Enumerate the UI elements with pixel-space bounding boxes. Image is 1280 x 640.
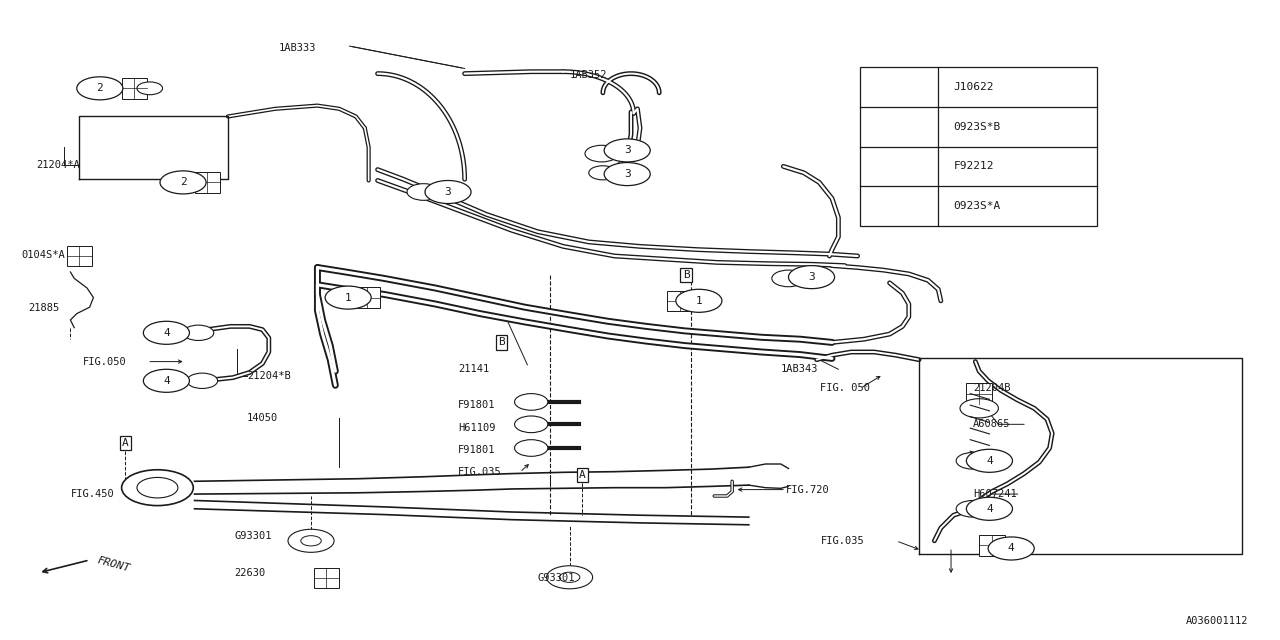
Text: 14050: 14050 [247,413,278,423]
Circle shape [288,529,334,552]
Text: FIG. 050: FIG. 050 [820,383,870,394]
Circle shape [966,497,1012,520]
Text: 1: 1 [695,296,703,306]
Text: 3: 3 [444,187,452,197]
Text: F92212: F92212 [954,161,995,172]
Text: 21204*B: 21204*B [247,371,291,381]
Circle shape [183,325,214,340]
Circle shape [878,76,922,98]
Text: 2: 2 [179,177,187,188]
Text: FIG.035: FIG.035 [458,467,502,477]
Circle shape [772,270,805,287]
Text: 0104S*A: 0104S*A [22,250,65,260]
Text: 1: 1 [896,82,902,92]
Circle shape [515,394,548,410]
Text: 4: 4 [896,201,902,211]
Text: H607241: H607241 [973,489,1016,499]
Text: 3: 3 [896,161,902,172]
FancyBboxPatch shape [122,78,147,99]
Text: J10622: J10622 [954,82,995,92]
FancyBboxPatch shape [860,67,1097,226]
Text: 4: 4 [986,456,993,466]
Text: 3: 3 [623,145,631,156]
Circle shape [515,416,548,433]
Text: 21885: 21885 [28,303,59,314]
Text: 2: 2 [896,122,902,132]
Circle shape [160,171,206,194]
Text: G93301: G93301 [234,531,271,541]
Circle shape [585,145,618,162]
Text: 4: 4 [163,376,170,386]
FancyBboxPatch shape [67,246,92,266]
Circle shape [547,566,593,589]
Text: 4: 4 [1007,543,1015,554]
Circle shape [187,373,218,388]
Text: F91801: F91801 [458,445,495,455]
Text: 3: 3 [808,272,815,282]
Text: 22630: 22630 [234,568,265,579]
Text: FRONT: FRONT [96,556,131,573]
Text: 2: 2 [96,83,104,93]
Circle shape [960,399,998,418]
Circle shape [988,537,1034,560]
Circle shape [143,321,189,344]
Circle shape [956,452,989,469]
Circle shape [122,470,193,506]
FancyBboxPatch shape [667,291,692,311]
Text: 21204B: 21204B [973,383,1010,394]
Circle shape [878,116,922,138]
Text: G93301: G93301 [538,573,575,583]
Text: 0923S*A: 0923S*A [954,201,1001,211]
Circle shape [143,369,189,392]
Text: A: A [122,438,129,448]
Text: 1AB352: 1AB352 [570,70,607,80]
Circle shape [425,180,471,204]
Text: B: B [682,270,690,280]
Circle shape [604,139,650,162]
Circle shape [956,500,989,517]
Circle shape [878,156,922,177]
Circle shape [676,289,722,312]
Text: H61109: H61109 [458,422,495,433]
Circle shape [407,184,440,200]
FancyBboxPatch shape [355,287,380,308]
Text: FIG.720: FIG.720 [786,484,829,495]
Circle shape [878,195,922,217]
Text: A60865: A60865 [973,419,1010,429]
Text: 4: 4 [163,328,170,338]
Text: A036001112: A036001112 [1185,616,1248,626]
Text: 21141: 21141 [458,364,489,374]
Text: F91801: F91801 [458,400,495,410]
Circle shape [604,163,650,186]
Text: FIG.050: FIG.050 [83,356,127,367]
FancyBboxPatch shape [979,535,1005,556]
Text: B: B [498,337,506,348]
Text: 0923S*B: 0923S*B [954,122,1001,132]
Circle shape [325,286,371,309]
Text: 3: 3 [623,169,631,179]
Text: FIG.450: FIG.450 [70,489,114,499]
FancyBboxPatch shape [195,172,220,193]
Text: 1AB333: 1AB333 [279,43,316,53]
Text: FIG.035: FIG.035 [820,536,864,546]
Circle shape [515,440,548,456]
Circle shape [589,166,617,180]
Text: 1: 1 [344,292,352,303]
Circle shape [77,77,123,100]
FancyBboxPatch shape [966,383,992,404]
Text: 1AB343: 1AB343 [781,364,818,374]
Text: A: A [579,470,586,480]
Circle shape [788,266,835,289]
Circle shape [966,449,1012,472]
Text: 21204*A: 21204*A [36,160,79,170]
FancyBboxPatch shape [314,568,339,588]
Text: 4: 4 [986,504,993,514]
Circle shape [137,82,163,95]
